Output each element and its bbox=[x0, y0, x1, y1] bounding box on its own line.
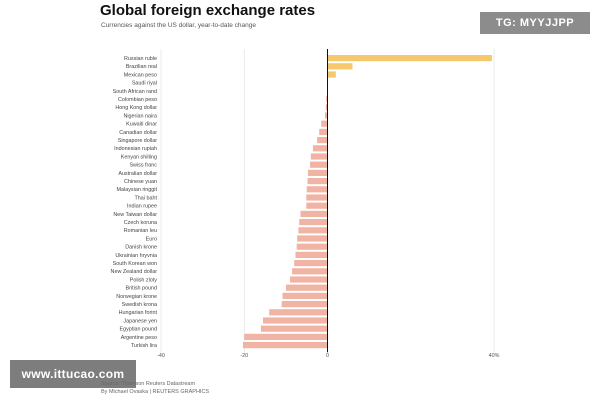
bar bbox=[325, 104, 328, 111]
category-label: New Taiwan dollar bbox=[113, 212, 157, 218]
category-label: Chinese yuan bbox=[124, 179, 157, 185]
site-watermark: www.ittucao.com bbox=[10, 360, 136, 388]
bar bbox=[244, 333, 328, 340]
bar bbox=[281, 301, 328, 308]
category-label: Brazilian real bbox=[126, 64, 157, 70]
category-label: Russian ruble bbox=[124, 56, 157, 62]
bar bbox=[298, 227, 328, 234]
bar bbox=[327, 71, 336, 78]
bar bbox=[294, 260, 328, 267]
x-tick-label: 40% bbox=[489, 353, 500, 359]
bar bbox=[307, 169, 328, 176]
category-label: Romanian leu bbox=[124, 228, 157, 234]
category-label: Norwegian krone bbox=[116, 294, 157, 300]
category-label: Hungarian forint bbox=[119, 310, 158, 316]
category-label: Danish krone bbox=[125, 245, 157, 251]
category-label: Nigerian naira bbox=[123, 113, 157, 119]
category-label: Indonesian rupiah bbox=[114, 146, 157, 152]
category-label: Colombian peso bbox=[118, 97, 157, 103]
chart-title: Global foreign exchange rates bbox=[100, 2, 316, 19]
bar bbox=[326, 96, 328, 103]
category-label: Euro bbox=[146, 236, 157, 242]
category-label: Ukrainian hryvnia bbox=[115, 253, 157, 259]
telegram-watermark: TG: MYYJJPP bbox=[480, 12, 590, 34]
chart-subtitle: Currencies against the US dollar, year-t… bbox=[101, 22, 257, 29]
bar bbox=[300, 210, 328, 217]
category-label: Polish zloty bbox=[130, 277, 158, 283]
category-label: Swedish krona bbox=[122, 302, 157, 308]
category-label: Argentine peso bbox=[121, 335, 157, 341]
bar bbox=[306, 194, 328, 201]
x-tick-label: 0 bbox=[326, 353, 329, 359]
grid-lines bbox=[160, 49, 495, 353]
bar bbox=[282, 292, 328, 299]
category-label: Saudi riyal bbox=[132, 81, 157, 87]
chart-source: Source: Thomson Reuters Datastream By Mi… bbox=[101, 380, 209, 396]
category-label: Japanese yen bbox=[123, 318, 157, 324]
bar bbox=[297, 235, 328, 242]
byline: By Michael Ovaska | REUTERS GRAPHICS bbox=[101, 389, 210, 395]
x-tick-label: -40 bbox=[157, 353, 165, 359]
bar bbox=[296, 243, 328, 250]
category-label: Canadian dollar bbox=[119, 130, 157, 136]
category-label: Swiss franc bbox=[129, 163, 157, 169]
category-label: Egyptian pound bbox=[120, 327, 157, 333]
bar bbox=[325, 112, 328, 119]
bar bbox=[321, 120, 328, 127]
category-label: New Zealand dollar bbox=[111, 269, 158, 275]
bar bbox=[262, 317, 328, 324]
bar bbox=[269, 309, 328, 316]
source-line: Source: Thomson Reuters Datastream bbox=[101, 381, 196, 387]
category-label: Thai baht bbox=[135, 195, 158, 201]
category-label: Turkish lira bbox=[131, 343, 157, 349]
bar bbox=[310, 161, 328, 168]
bar bbox=[295, 251, 328, 258]
bar bbox=[292, 268, 328, 275]
x-tick-labels: -40 -20 0 40% bbox=[157, 353, 499, 359]
category-label: Singapore dollar bbox=[118, 138, 157, 144]
bar bbox=[285, 284, 328, 291]
category-label: Kenyan shilling bbox=[121, 154, 157, 160]
bar bbox=[319, 128, 328, 135]
bar bbox=[260, 325, 328, 332]
bar bbox=[327, 63, 353, 70]
category-label: South African rand bbox=[113, 89, 157, 95]
bar bbox=[243, 342, 328, 349]
bars bbox=[243, 55, 492, 349]
bar bbox=[307, 178, 328, 185]
category-label: Malaysian ringgit bbox=[117, 187, 158, 193]
category-label: Mexican peso bbox=[124, 72, 157, 78]
bar bbox=[327, 55, 492, 62]
x-tick-label: -20 bbox=[240, 353, 248, 359]
bar bbox=[317, 137, 328, 144]
category-label: Hong Kong dollar bbox=[115, 105, 157, 111]
bar bbox=[306, 186, 328, 193]
category-label: Kuwaiti dinar bbox=[126, 122, 157, 128]
bar bbox=[299, 219, 328, 226]
category-label: British pound bbox=[126, 286, 157, 292]
category-label: Czech koruna bbox=[124, 220, 157, 226]
category-label: Indian rupee bbox=[127, 204, 157, 210]
category-label: South Korean won bbox=[113, 261, 157, 267]
bar bbox=[290, 276, 328, 283]
category-label: Australian dollar bbox=[118, 171, 157, 177]
bar bbox=[312, 145, 328, 152]
bar bbox=[306, 202, 328, 209]
bar bbox=[310, 153, 328, 160]
category-labels: Russian ruble Brazilian real Mexican peso S… bbox=[111, 56, 158, 349]
